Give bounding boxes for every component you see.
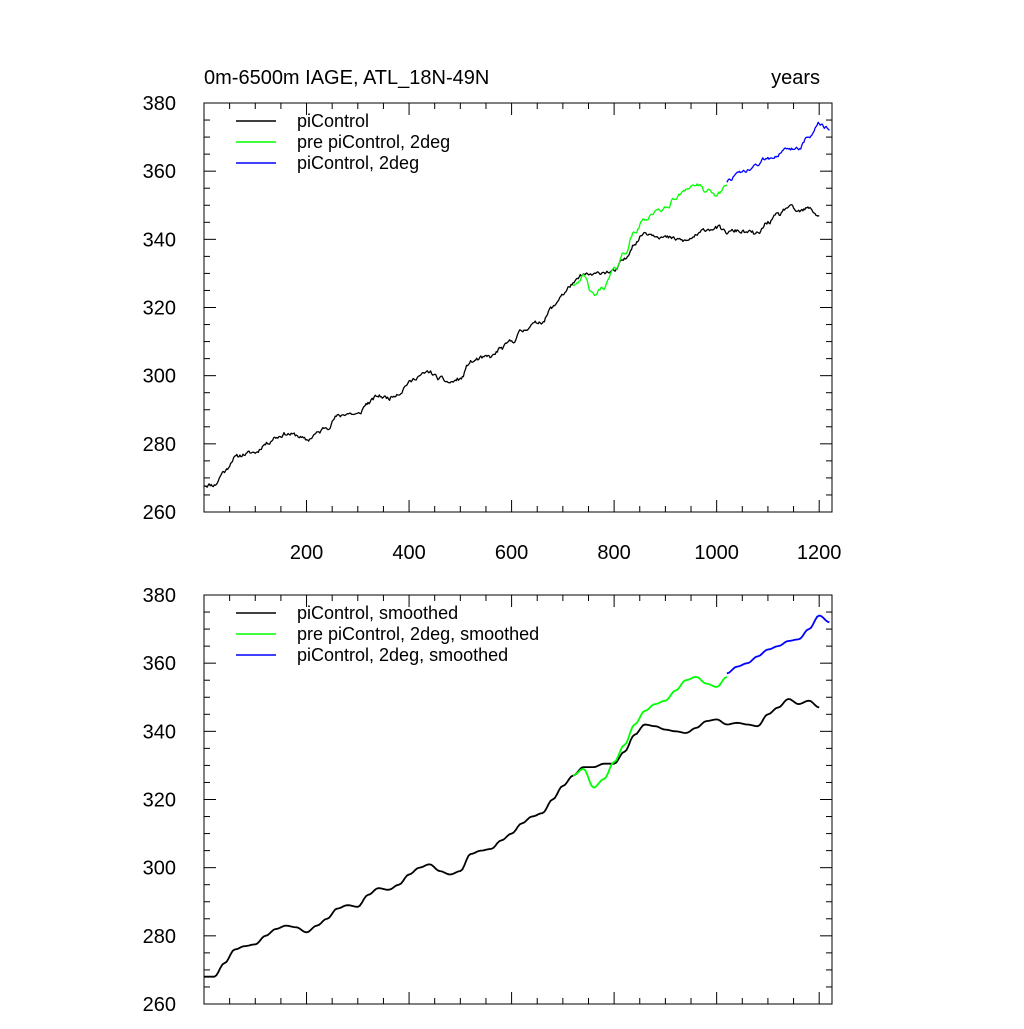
y-tick-label: 280 xyxy=(143,926,176,948)
y-tick-label: 320 xyxy=(143,298,176,320)
legend-label: pre piControl, 2deg, smoothed xyxy=(297,624,539,644)
y-tick-label: 280 xyxy=(143,434,176,456)
y-tick-label: 260 xyxy=(143,994,176,1016)
series-line-pre-picontrol-2deg-smoothed xyxy=(572,675,728,789)
series-line-picontrol-2deg xyxy=(726,121,830,183)
legend-label: pre piControl, 2deg xyxy=(297,132,450,152)
y-tick-label: 380 xyxy=(143,585,176,607)
legend-label: piControl, 2deg xyxy=(297,153,419,173)
y-tick-label: 340 xyxy=(143,721,176,743)
y-tick-label: 260 xyxy=(143,502,176,524)
x-axis-unit-label: years xyxy=(771,67,820,89)
top-panel: 260 280 300 320 340 360 380 200 400 600 800 1000 120… xyxy=(143,93,842,564)
legend-label: piControl xyxy=(297,111,369,131)
x-tick-label: 400 xyxy=(392,542,425,564)
bottom-panel: 260 280 300 320 340 360 380 piControl, smoothed… xyxy=(143,585,833,1016)
y-tick-label: 320 xyxy=(143,790,176,812)
legend-label: piControl, 2deg, smoothed xyxy=(297,645,508,665)
x-tick-label: 600 xyxy=(495,542,528,564)
y-tick-label: 360 xyxy=(143,653,176,675)
x-tick-label: 1200 xyxy=(797,542,842,564)
figure-title: 0m-6500m IAGE, ATL_18N-49N xyxy=(204,67,489,89)
y-tick-label: 380 xyxy=(143,93,176,115)
y-tick-label: 300 xyxy=(143,366,176,388)
y-tick-label: 300 xyxy=(143,858,176,880)
x-tick-label: 800 xyxy=(597,542,630,564)
y-tick-label: 340 xyxy=(143,229,176,251)
legend-label: piControl, smoothed xyxy=(297,603,458,623)
series-line-picontrol-smoothed xyxy=(204,698,820,978)
x-tick-label: 1000 xyxy=(694,542,739,564)
x-tick-label: 200 xyxy=(290,542,323,564)
y-tick-label: 360 xyxy=(143,161,176,183)
series-line-picontrol-2deg-smoothed xyxy=(726,614,830,675)
series-line-pre-picontrol-2deg xyxy=(572,183,728,297)
series-line-picontrol xyxy=(203,204,820,488)
